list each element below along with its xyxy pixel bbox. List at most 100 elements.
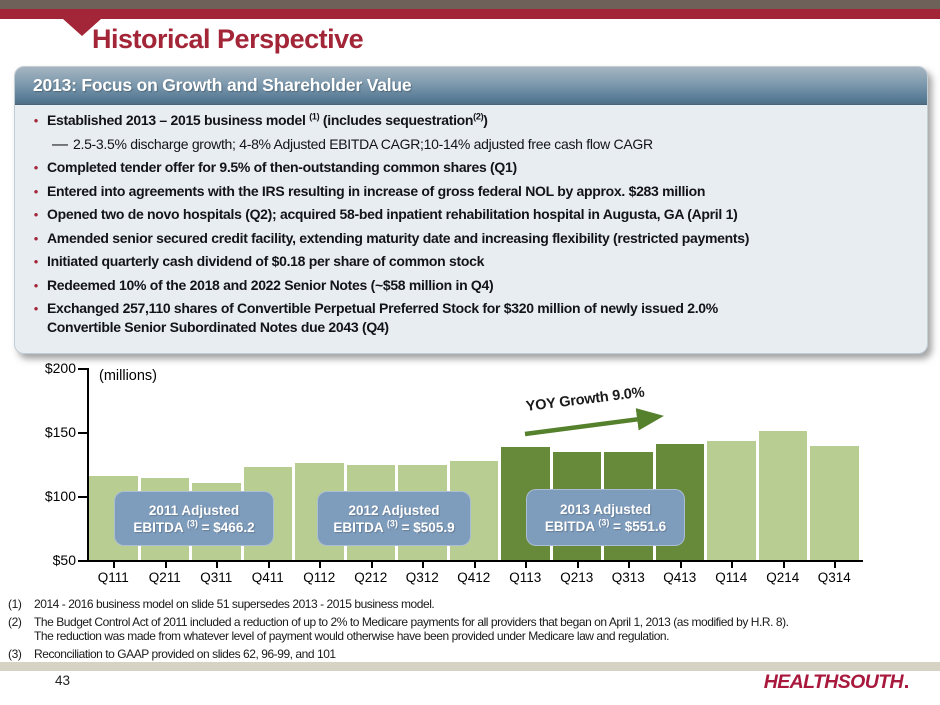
bullet-dot-icon: • bbox=[33, 301, 39, 316]
content-panel: 2013: Focus on Growth and Shareholder Va… bbox=[14, 66, 928, 354]
bullet-text: 2.5-3.5% discharge growth; 4-8% Adjusted… bbox=[73, 135, 653, 152]
callout-value: EBITDA (3) = $505.9 bbox=[333, 518, 455, 535]
x-axis-tick-mark bbox=[319, 562, 322, 568]
x-axis-category-label: Q314 bbox=[817, 570, 851, 585]
footnote-item: (3) Reconciliation to GAAP provided on sl… bbox=[8, 647, 934, 662]
bullet-item: • Entered into agreements with the IRS re… bbox=[25, 182, 915, 201]
ebitda-callout-2013: 2013 Adjusted EBITDA (3) = $551.6 bbox=[526, 489, 685, 546]
x-axis-category-label: Q411 bbox=[251, 570, 284, 585]
bullet-text: Amended senior secured credit facility, … bbox=[47, 229, 750, 246]
logo-trademark-dot bbox=[905, 685, 908, 688]
bullet-list: • Established 2013 – 2015 business model … bbox=[25, 111, 915, 342]
bullet-text: Redeemed 10% of the 2018 and 2022 Senior… bbox=[47, 276, 494, 293]
page-number: 43 bbox=[55, 673, 71, 688]
bullet-dot-icon: • bbox=[33, 113, 39, 128]
x-axis-tick-mark bbox=[370, 562, 373, 568]
y-axis-tick-mark bbox=[78, 496, 87, 498]
x-axis-category-label: Q312 bbox=[405, 570, 439, 585]
x-axis-tick-mark bbox=[525, 562, 528, 568]
callout-title: 2013 Adjusted bbox=[559, 501, 652, 517]
bullet-text: Completed tender offer for 9.5% of then-… bbox=[47, 159, 517, 175]
page-title: Historical Perspective bbox=[92, 24, 364, 54]
x-axis-tick-mark bbox=[576, 562, 579, 568]
y-axis-tick-label: $100 bbox=[44, 488, 76, 504]
title-pointer-triangle-icon bbox=[63, 19, 101, 36]
footnote-marker: (2) bbox=[8, 614, 22, 629]
x-axis-category-label: Q413 bbox=[663, 570, 697, 585]
x-axis-tick-mark bbox=[628, 562, 631, 568]
top-brown-bar bbox=[0, 0, 940, 9]
callout-value: EBITDA (3) = $551.6 bbox=[544, 517, 667, 534]
x-axis-tick-mark bbox=[164, 562, 167, 568]
footnote-text: The Budget Control Act of 2011 included … bbox=[34, 614, 789, 644]
x-axis-tick-mark bbox=[473, 562, 476, 568]
x-axis-category-label: Q112 bbox=[303, 570, 336, 585]
x-axis-tick-mark bbox=[267, 562, 270, 568]
callout-title: 2012 Adjusted bbox=[348, 502, 440, 518]
bullet-item: • Opened two de novo hospitals (Q2); acqu… bbox=[25, 205, 915, 224]
ebitda-callout-2012: 2012 Adjusted EBITDA (3) = $505.9 bbox=[317, 491, 471, 546]
bullet-item: • Completed tender offer for 9.5% of then… bbox=[25, 158, 915, 177]
bullet-text: Established 2013 – 2015 business model (… bbox=[47, 111, 488, 128]
chart-units-label: (millions) bbox=[99, 368, 157, 384]
bar-Q214 bbox=[758, 430, 807, 560]
yoy-growth-label: YOY Growth 9.0% bbox=[525, 384, 646, 415]
x-axis-category-label: Q412 bbox=[457, 570, 491, 585]
ebitda-callout-2011: 2011 Adjusted EBITDA (3) = $466.2 bbox=[114, 491, 274, 546]
bar-Q314 bbox=[810, 446, 859, 560]
y-axis-tick-label: $50 bbox=[52, 552, 76, 568]
bullet-dot-icon: • bbox=[33, 160, 39, 175]
x-axis-category-label: Q311 bbox=[200, 570, 233, 585]
top-crimson-bar bbox=[0, 9, 940, 19]
footnotes: (1) 2014 - 2016 business model on slide 5… bbox=[8, 597, 934, 664]
x-axis-category-label: Q313 bbox=[611, 570, 645, 585]
bullet-dot-icon: • bbox=[33, 183, 39, 199]
footnote-item: (2) The Budget Control Act of 2011 includ… bbox=[8, 615, 934, 644]
x-axis-tick-mark bbox=[679, 562, 682, 568]
x-axis-category-label: Q113 bbox=[509, 570, 542, 585]
footnote-item: (1) 2014 - 2016 business model on slide 5… bbox=[8, 597, 934, 612]
y-axis-tick-mark bbox=[78, 560, 87, 562]
x-axis-tick-mark bbox=[113, 562, 116, 568]
callout-value: EBITDA (3) = $466.2 bbox=[133, 518, 255, 535]
bullet-item: • Amended senior secured credit facility,… bbox=[25, 229, 915, 248]
y-axis-tick-mark bbox=[78, 432, 87, 434]
dash-marker: — bbox=[52, 135, 68, 153]
footnote-marker: (1) bbox=[8, 597, 22, 611]
footer-divider-bar bbox=[0, 662, 940, 671]
x-axis-tick-mark bbox=[216, 562, 219, 568]
bullet-text: Entered into agreements with the IRS res… bbox=[47, 182, 706, 199]
x-axis-tick-mark bbox=[422, 562, 425, 568]
x-axis-category-label: Q114 bbox=[715, 570, 748, 585]
bullet-text: Exchanged 257,110 shares of Convertible … bbox=[47, 300, 718, 335]
x-axis-category-label: Q111 bbox=[97, 570, 129, 585]
footnote-text: Reconciliation to GAAP provided on slide… bbox=[34, 646, 336, 661]
sub-bullet-item: — 2.5-3.5% discharge growth; 4-8% Adjuste… bbox=[51, 135, 915, 154]
footnote-marker: (3) bbox=[8, 646, 22, 661]
healthsouth-logo: HEALTHSOUTH bbox=[764, 671, 908, 694]
x-axis-category-label: Q214 bbox=[766, 570, 800, 585]
bullet-text: Initiated quarterly cash dividend of $0.… bbox=[47, 253, 485, 269]
x-axis-category-label: Q213 bbox=[560, 570, 594, 585]
x-axis-tick-mark bbox=[834, 562, 837, 568]
x-axis-tick-mark bbox=[731, 562, 734, 568]
bullet-dot-icon: • bbox=[33, 207, 39, 222]
bullet-dot-icon: • bbox=[33, 230, 39, 246]
bullet-item: • Exchanged 257,110 shares of Convertible… bbox=[25, 299, 915, 337]
bullet-text: Opened two de novo hospitals (Q2); acqui… bbox=[47, 206, 738, 222]
y-axis-tick-label: $150 bbox=[44, 424, 76, 440]
bar-Q114 bbox=[707, 440, 756, 560]
bullet-dot-icon: • bbox=[33, 277, 39, 293]
x-axis-line bbox=[87, 560, 863, 562]
y-axis-tick-label: $200 bbox=[44, 360, 76, 376]
panel-header: 2013: Focus on Growth and Shareholder Va… bbox=[15, 67, 927, 105]
y-axis-tick-mark bbox=[78, 368, 87, 370]
x-axis-category-label: Q211 bbox=[148, 570, 181, 585]
bullet-item: • Initiated quarterly cash dividend of $0… bbox=[25, 252, 915, 271]
bullet-dot-icon: • bbox=[33, 254, 39, 269]
footnote-text: 2014 - 2016 business model on slide 51 s… bbox=[34, 597, 435, 611]
ebitda-bar-chart: (millions) YOY Growth 9.0% $200 $150 $100 $… bbox=[0, 355, 940, 600]
x-axis-tick-mark bbox=[782, 562, 785, 568]
callout-title: 2011 Adjusted bbox=[148, 502, 240, 518]
